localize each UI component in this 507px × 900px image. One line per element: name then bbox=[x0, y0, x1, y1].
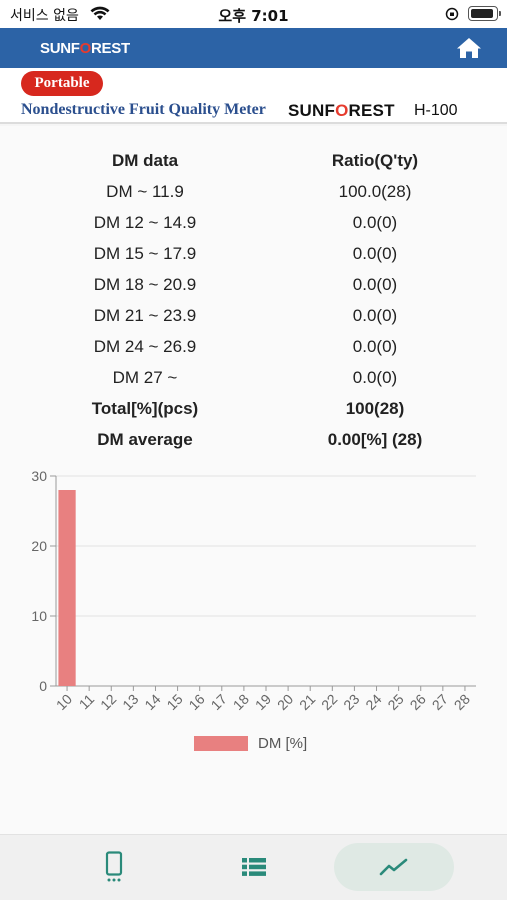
table-row: DM 27 ~ 0.0(0) bbox=[0, 363, 507, 394]
x-tick-label: 25 bbox=[384, 691, 406, 713]
table-row: DM 18 ~ 20.9 0.0(0) bbox=[0, 270, 507, 301]
dm-ratio: 0.0(0) bbox=[352, 213, 398, 232]
x-tick-label: 28 bbox=[451, 691, 473, 713]
tab-list[interactable] bbox=[194, 843, 314, 891]
total-label: Total[%](pcs) bbox=[91, 399, 199, 418]
y-tick-label: 10 bbox=[31, 608, 47, 624]
x-tick-label: 20 bbox=[274, 691, 296, 713]
x-tick-label: 23 bbox=[340, 691, 362, 713]
dm-range: DM 18 ~ 20.9 bbox=[93, 275, 197, 294]
x-tick-label: 26 bbox=[407, 691, 429, 713]
table-row: DM 15 ~ 17.9 0.0(0) bbox=[0, 239, 507, 270]
table-row: DM 12 ~ 14.9 0.0(0) bbox=[0, 208, 507, 239]
wifi-icon bbox=[90, 6, 110, 25]
phone-icon bbox=[105, 851, 123, 882]
average-value: 0.00[%] (28) bbox=[327, 430, 423, 449]
y-tick-label: 20 bbox=[31, 538, 47, 554]
y-tick-label: 0 bbox=[39, 678, 47, 694]
x-tick-label: 18 bbox=[230, 691, 252, 713]
tab-graph[interactable] bbox=[334, 843, 454, 891]
dm-range: DM 24 ~ 26.9 bbox=[93, 337, 197, 356]
model-number: H-100 bbox=[414, 102, 458, 119]
list-icon bbox=[242, 858, 266, 876]
dm-range: DM 21 ~ 23.9 bbox=[93, 306, 197, 325]
status-bar: 서비스 없음 오후 7:01 bbox=[0, 0, 507, 28]
x-tick-label: 21 bbox=[296, 691, 318, 713]
dm-bar-chart: 0 10 20 30 10 11 12 13 14 15 16 17 18 19 20 21 22 23 24 25 2… bbox=[0, 458, 507, 758]
dm-ratio: 0.0(0) bbox=[352, 368, 398, 387]
legend-swatch bbox=[194, 736, 248, 751]
x-tick-label: 10 bbox=[53, 691, 75, 713]
bottom-navigation bbox=[0, 834, 507, 900]
table-row: DM ~ 11.9 100.0(28) bbox=[0, 177, 507, 208]
home-icon[interactable] bbox=[455, 36, 483, 60]
table-row: DM 24 ~ 26.9 0.0(0) bbox=[0, 332, 507, 363]
dm-range: DM 27 ~ bbox=[112, 368, 178, 387]
x-tick-label: 16 bbox=[185, 691, 207, 713]
column-header-ratio: Ratio(Q'ty) bbox=[331, 151, 419, 170]
x-tick-label: 19 bbox=[252, 691, 274, 713]
x-tick-label: 13 bbox=[119, 691, 141, 713]
x-tick-label: 15 bbox=[163, 691, 185, 713]
chart-bar bbox=[58, 490, 76, 686]
carrier-label: 서비스 없음 bbox=[10, 8, 79, 24]
dm-ratio: 0.0(0) bbox=[352, 337, 398, 356]
x-tick-label: 24 bbox=[362, 691, 384, 713]
table-row: DM 21 ~ 23.9 0.0(0) bbox=[0, 301, 507, 332]
dm-range: DM ~ 11.9 bbox=[106, 182, 184, 201]
dm-ratio: 100.0(28) bbox=[338, 182, 412, 201]
x-tick-label: 11 bbox=[76, 691, 98, 713]
chart-legend[interactable]: DM [%] bbox=[0, 734, 507, 754]
trend-chart-icon bbox=[379, 858, 408, 876]
rotation-lock-icon bbox=[445, 7, 459, 25]
y-tick-label: 30 bbox=[31, 468, 47, 484]
x-tick-label: 12 bbox=[97, 691, 119, 713]
total-value: 100(28) bbox=[345, 399, 405, 418]
column-header-dm: DM data bbox=[111, 151, 179, 170]
table-total-row: Total[%](pcs) 100(28) bbox=[0, 394, 507, 425]
product-banner: Portable Nondestructive Fruit Quality Me… bbox=[0, 68, 507, 124]
battery-icon bbox=[468, 6, 501, 21]
table-header: DM data Ratio(Q'ty) bbox=[0, 146, 507, 177]
main-content: DM data Ratio(Q'ty) DM ~ 11.9 100.0(28) … bbox=[0, 126, 507, 834]
sunforest-logo: SUNFOREST bbox=[40, 40, 130, 57]
x-tick-label: 14 bbox=[141, 691, 163, 713]
tab-device[interactable] bbox=[54, 843, 174, 891]
x-tick-label: 17 bbox=[208, 691, 230, 713]
legend-label: DM [%] bbox=[258, 735, 308, 752]
x-tick-label: 27 bbox=[429, 691, 451, 713]
dm-range: DM 12 ~ 14.9 bbox=[93, 213, 197, 232]
portable-badge: Portable bbox=[21, 71, 103, 96]
brand-logo: SUNFOREST bbox=[288, 101, 395, 120]
clock-time: 오후 7:01 bbox=[218, 7, 289, 25]
dm-ratio: 0.0(0) bbox=[352, 244, 398, 263]
dm-ratio: 0.0(0) bbox=[352, 306, 398, 325]
app-header: SUNFOREST bbox=[0, 28, 507, 68]
x-tick-label: 22 bbox=[318, 691, 340, 713]
table-average-row: DM average 0.00[%] (28) bbox=[0, 425, 507, 456]
dm-ratio: 0.0(0) bbox=[352, 275, 398, 294]
dm-range: DM 15 ~ 17.9 bbox=[93, 244, 197, 263]
average-label: DM average bbox=[97, 430, 193, 449]
dm-table: DM data Ratio(Q'ty) DM ~ 11.9 100.0(28) … bbox=[0, 146, 507, 456]
product-subtitle: Nondestructive Fruit Quality Meter bbox=[21, 101, 266, 118]
